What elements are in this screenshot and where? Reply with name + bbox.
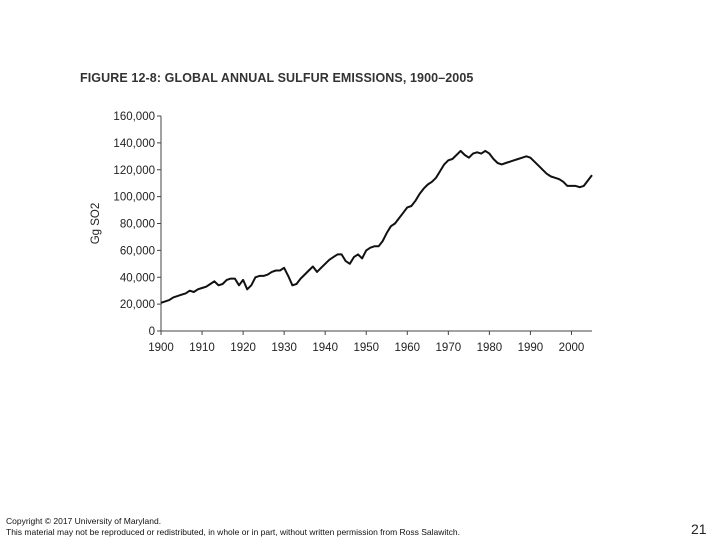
y-tick-label: 40,000 — [120, 272, 155, 284]
chart-plot — [160, 149, 593, 304]
x-tick-label: 1930 — [271, 342, 297, 354]
y-tick-label: 160,000 — [113, 111, 155, 123]
copyright-line-1: Copyright © 2017 University of Maryland. — [6, 516, 162, 526]
y-tick-label: 60,000 — [120, 245, 155, 257]
copyright-notice: Copyright © 2017 University of Maryland.… — [6, 516, 460, 538]
x-tick-label: 2000 — [559, 342, 585, 354]
figure-title: FIGURE 12-8: GLOBAL ANNUAL SULFUR EMISSI… — [80, 71, 474, 85]
chart-axes — [160, 116, 592, 332]
x-tick-label: 1960 — [394, 342, 420, 354]
copyright-line-2: This material may not be reproduced or r… — [6, 527, 460, 537]
x-tick-label: 1910 — [189, 342, 215, 354]
y-tick-label: 140,000 — [113, 138, 155, 150]
x-tick-label: 1940 — [312, 342, 338, 354]
x-tick-label: 1990 — [518, 342, 544, 354]
y-tick-label: 100,000 — [113, 192, 155, 204]
y-tick-label: 0 — [149, 326, 155, 338]
x-tick-label: 1980 — [477, 342, 503, 354]
y-tick-label: 20,000 — [120, 299, 155, 311]
emissions-line — [160, 149, 593, 304]
x-tick-label: 1950 — [353, 342, 379, 354]
page-number: 21 — [691, 521, 707, 537]
y-tick-label: 120,000 — [113, 165, 155, 177]
y-tick-label: 80,000 — [120, 219, 155, 231]
chart-ticks: 0 20,000 40,000 60,000 80,000 100,000 120,000 1… — [90, 111, 584, 354]
x-tick-label: 1900 — [148, 342, 174, 354]
x-tick-label: 1920 — [230, 342, 256, 354]
x-tick-label: 1970 — [436, 342, 462, 354]
y-axis-label: Gg SO2 — [90, 203, 102, 245]
